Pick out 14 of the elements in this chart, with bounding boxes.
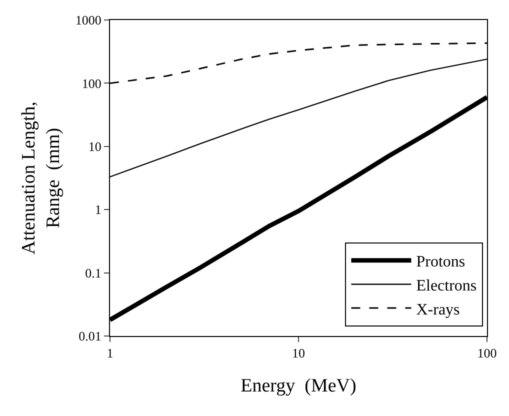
y-tick-label: 0.01	[78, 328, 102, 344]
legend-label: Electrons	[416, 277, 477, 294]
legend-label: X-rays	[416, 301, 460, 318]
y-tick-label: 100	[82, 76, 102, 91]
y-tick-label: 1	[94, 202, 102, 218]
x-tick-label: 100	[477, 346, 497, 361]
y-tick-label: 0.1	[85, 265, 102, 280]
legend-label: Protons	[416, 254, 466, 271]
x-axis-title: Energy (MeV)	[240, 375, 356, 396]
y-tick-label: 1000	[75, 12, 102, 28]
x-tick-label: 10	[292, 346, 305, 361]
y-axis-title: Attenuation Length, Range (mm)	[18, 101, 64, 255]
y-tick-label: 10	[88, 138, 102, 154]
x-tick-label: 1	[106, 346, 114, 361]
